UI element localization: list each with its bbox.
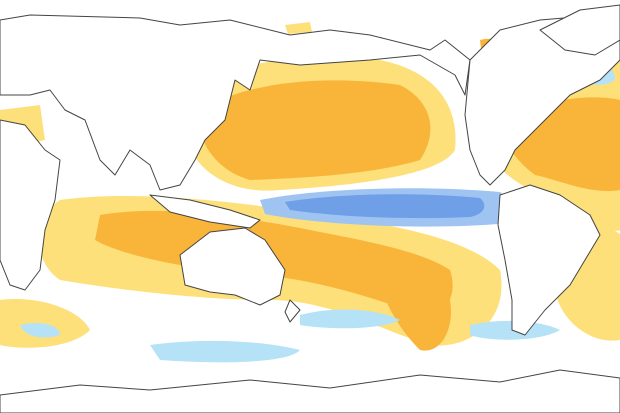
land-masses	[0, 4, 620, 413]
warm-region	[285, 22, 312, 34]
south-america	[497, 184, 601, 336]
cool-anomalies	[20, 61, 615, 363]
indonesia	[149, 194, 261, 229]
warm-region	[0, 299, 90, 348]
cool-region	[20, 323, 60, 338]
greenland	[539, 4, 620, 56]
eurasia	[0, 14, 471, 191]
new-zealand	[284, 299, 301, 323]
warm-region	[199, 80, 431, 180]
cool-region	[150, 340, 300, 363]
antarctica	[0, 369, 620, 413]
cool-region	[300, 309, 400, 329]
warm-region	[375, 259, 451, 351]
africa	[0, 119, 61, 291]
cool-region	[285, 194, 485, 219]
australia	[179, 227, 286, 306]
